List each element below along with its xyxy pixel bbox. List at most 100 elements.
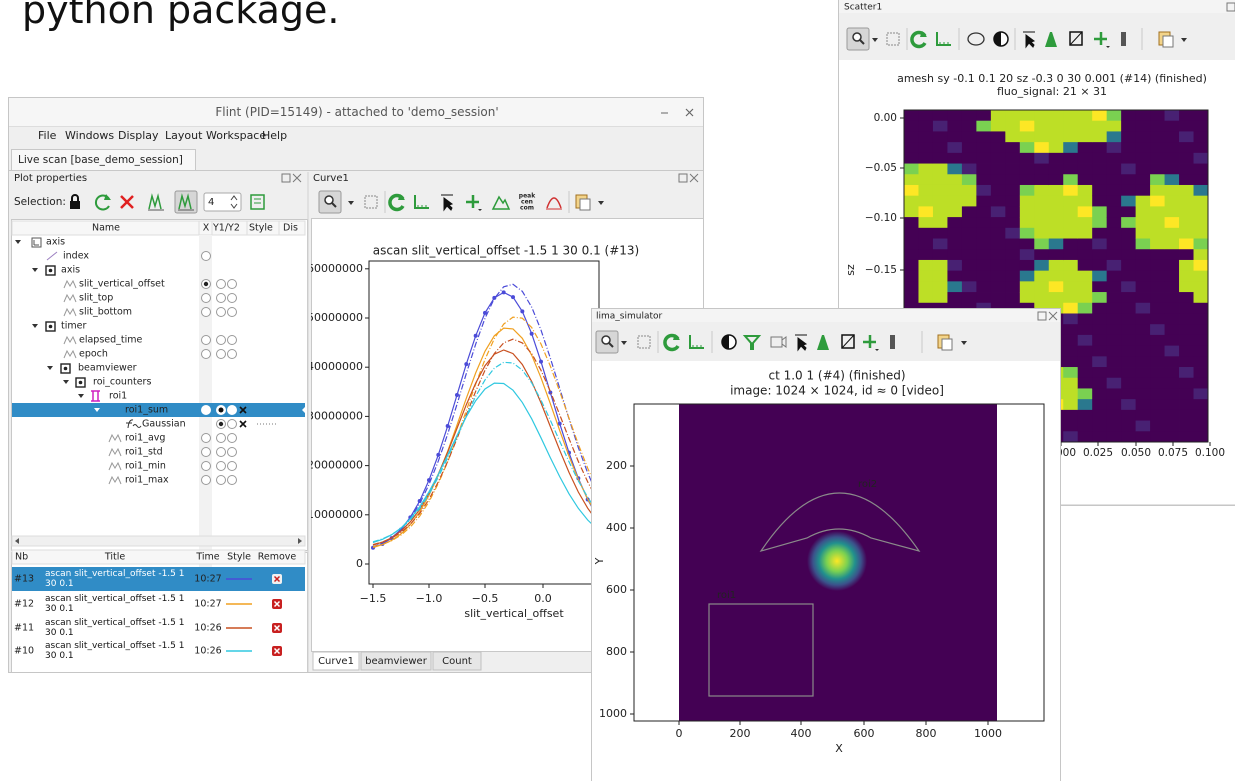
toolbar-icon[interactable]	[96, 194, 111, 210]
toolbar-icon[interactable]	[148, 196, 164, 210]
heatmap-cell	[1092, 399, 1107, 410]
cam	[771, 337, 782, 347]
toolbar-icon[interactable]	[621, 341, 627, 345]
scan-title: ascan slit_vertical_offset -1.5 1 30 0.1	[45, 641, 187, 661]
toolbar-icon[interactable]	[1094, 32, 1110, 48]
y-tick-label: 10000000	[311, 508, 363, 521]
cursor	[1023, 32, 1035, 47]
heatmap-cell	[991, 217, 1006, 228]
toolbar-icon[interactable]	[665, 334, 680, 350]
heatmap-cell	[1078, 410, 1093, 421]
toolbar-icon[interactable]	[1159, 32, 1173, 47]
heatmap-cell	[918, 292, 933, 303]
toolbar-icon[interactable]	[863, 335, 879, 351]
y-axis-label: Y	[593, 557, 606, 565]
y-axis-label: sz	[844, 264, 857, 276]
heatmap-cell	[1194, 303, 1209, 314]
toolbar-icon[interactable]	[251, 195, 264, 209]
roi-label: roi2	[858, 479, 877, 490]
heatmap-cell	[1121, 174, 1136, 185]
heatmap-cell	[1078, 324, 1093, 335]
radio-button	[202, 350, 211, 359]
toolbar-icon[interactable]	[842, 335, 854, 348]
y-tick-label: 400	[606, 521, 627, 534]
roi-diag	[842, 335, 854, 348]
heatmap-cell	[1063, 410, 1078, 421]
heatmap-cell	[1078, 335, 1093, 346]
heatmap-cell	[1078, 239, 1093, 250]
heatmap-cell	[1150, 388, 1165, 399]
toolbar-icon[interactable]	[938, 335, 952, 350]
arrow	[872, 38, 878, 42]
toolbar-icon[interactable]	[847, 28, 869, 50]
heatmap-cell	[1020, 260, 1035, 271]
remove-button[interactable]	[272, 574, 282, 584]
heatmap-cell	[1121, 239, 1136, 250]
heatmap-cell	[1121, 142, 1136, 153]
radio-button	[228, 336, 237, 345]
toolbar-icon[interactable]	[1181, 38, 1187, 42]
toolbar-icon[interactable]	[912, 31, 927, 47]
toolbar-icon[interactable]	[968, 33, 984, 45]
toolbar-icon[interactable]	[1070, 32, 1082, 45]
toolbar-icon[interactable]	[994, 32, 1008, 46]
heatmap-cell	[976, 196, 991, 207]
toolbar-icon[interactable]	[175, 191, 197, 213]
y-tick-label: 40000000	[311, 360, 363, 373]
heatmap-cell	[1165, 239, 1180, 250]
toolbar-icon[interactable]	[1045, 32, 1057, 47]
heatmap-cell	[1194, 410, 1209, 421]
toolbar-icon[interactable]	[937, 32, 951, 45]
remove-button[interactable]	[272, 599, 282, 609]
heatmap-cell	[1005, 174, 1020, 185]
toolbar-icon[interactable]	[890, 335, 895, 349]
toolbar-icon[interactable]	[795, 335, 807, 350]
heatmap-cell	[1150, 281, 1165, 292]
heatmap-cell	[918, 110, 933, 121]
tree-icon	[79, 381, 83, 385]
toolbar-icon[interactable]	[1023, 32, 1035, 47]
float-button[interactable]	[282, 174, 290, 182]
remove-button[interactable]	[272, 623, 282, 633]
heatmap-cell	[1136, 164, 1151, 175]
toolbar-icon[interactable]	[872, 38, 878, 42]
toolbar-icon[interactable]	[121, 196, 133, 208]
heatmap-cell	[1165, 260, 1180, 271]
toolbar-icon[interactable]	[722, 335, 736, 349]
toolbar-icon[interactable]	[817, 335, 829, 350]
tab-label: Curve1	[318, 656, 354, 667]
toolbar-icon[interactable]	[70, 195, 80, 209]
heatmap-cell	[933, 131, 948, 142]
column-header: Style	[227, 552, 251, 563]
toolbar-icon[interactable]	[638, 336, 650, 348]
heatmap-cell	[1078, 388, 1093, 399]
heatmap-cell	[1107, 164, 1122, 175]
heatmap-cell	[1063, 142, 1078, 153]
toolbar-icon[interactable]	[771, 337, 786, 347]
toolbar-icon[interactable]	[961, 341, 967, 345]
toolbar-icon[interactable]	[1121, 32, 1126, 46]
heatmap-cell	[962, 131, 977, 142]
heatmap-cell	[1020, 239, 1035, 250]
heatmap-cell	[1020, 142, 1035, 153]
heatmap-cell	[1165, 228, 1180, 239]
expand-arrow	[47, 366, 53, 370]
toolbar-icon[interactable]	[690, 335, 704, 348]
x-tick-label: 0.075	[1158, 447, 1188, 459]
radio-dot	[219, 422, 223, 426]
scan-time: 10:27	[194, 574, 221, 585]
remove-button[interactable]	[272, 646, 282, 656]
heatmap-cell	[1005, 153, 1020, 164]
heatmap-cell	[1049, 217, 1064, 228]
close-button[interactable]	[686, 109, 693, 116]
close-button[interactable]	[293, 174, 301, 182]
toolbar-icon[interactable]	[596, 331, 618, 353]
heatmap-cell	[976, 185, 991, 196]
toolbar-icon[interactable]	[745, 336, 759, 349]
heatmap-cell	[1179, 196, 1194, 207]
heatmap-cell	[1165, 249, 1180, 260]
heatmap-cell	[962, 249, 977, 260]
scan-number: #11	[14, 623, 34, 634]
heatmap-cell	[1194, 249, 1209, 260]
toolbar-icon[interactable]	[887, 33, 899, 45]
